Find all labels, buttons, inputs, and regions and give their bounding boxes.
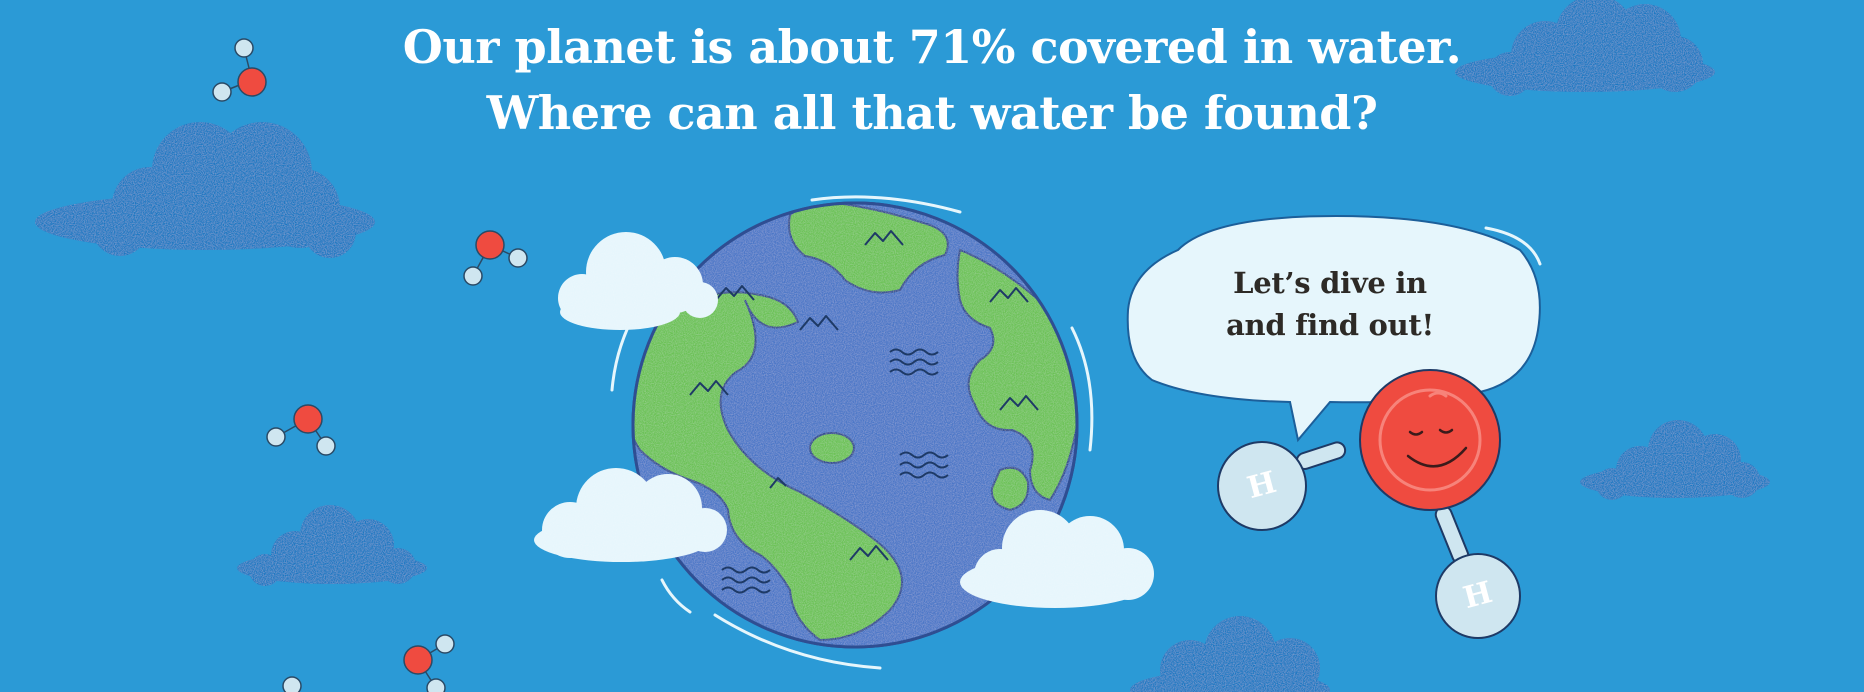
mountain-icon	[689, 230, 1039, 561]
motion-lines	[610, 195, 1094, 670]
page-title: Our planet is about 71% covered in water…	[0, 14, 1864, 146]
cloud-icon	[558, 232, 718, 330]
speech-bubble-line-2: and find out!	[1226, 308, 1434, 342]
water-molecule-icon	[463, 230, 528, 286]
headline-line-1: Our planet is about 71% covered in water…	[402, 20, 1462, 74]
speech-bubble-text: Let’s dive in and find out!	[1160, 262, 1500, 346]
headline-line-2: Where can all that water be found?	[486, 86, 1378, 140]
cloud-icon	[35, 122, 375, 258]
water-waves-icon	[721, 348, 949, 594]
earth-globe-icon	[631, 201, 1079, 649]
water-molecule-icon	[282, 676, 302, 692]
cloud-icon	[1455, 0, 1715, 96]
water-molecule-character	[1217, 369, 1521, 639]
water-molecule-icon	[212, 38, 267, 102]
water-molecule-icon	[403, 634, 455, 692]
cloud-icon	[1130, 616, 1330, 692]
cloud-icon	[237, 505, 427, 586]
water-molecule-icon	[266, 404, 336, 456]
speech-bubble-line-1: Let’s dive in	[1233, 266, 1427, 300]
cloud-icon	[1580, 420, 1770, 500]
cloud-icon	[534, 468, 727, 562]
cloud-icon	[960, 510, 1154, 608]
